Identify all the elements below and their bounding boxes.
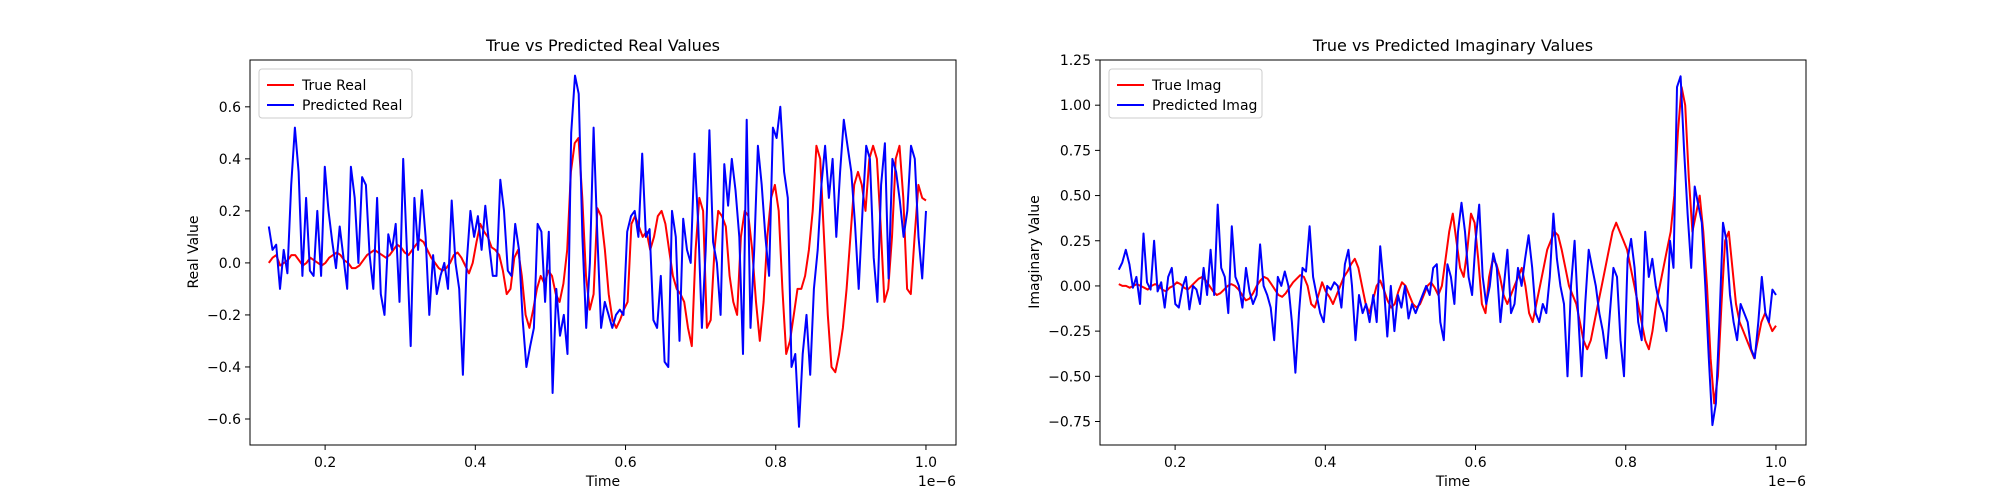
series-line-imag-predicted	[1117, 75, 1777, 427]
y-tick-label: 0.4	[219, 152, 241, 168]
y-tick-label: 0.0	[219, 256, 241, 272]
x-tick-label: 0.6	[614, 455, 636, 471]
legend-imag-pred-label: Predicted Imag	[1152, 98, 1257, 114]
chart-imag: True vs Predicted Imaginary Values 0.2 0.…	[1027, 36, 1807, 490]
chart-imag-x-offset: 1e−6	[1768, 474, 1806, 490]
chart-real: True vs Predicted Real Values 0.2 0.4 0.6 0…	[186, 36, 957, 490]
y-tick-label: −0.50	[1048, 369, 1091, 385]
y-tick-label: 0.50	[1060, 189, 1091, 205]
chart-real-xlabel: Time	[585, 474, 620, 490]
x-tick-label: 0.4	[464, 455, 486, 471]
y-tick-label: −0.75	[1048, 415, 1091, 431]
chart-real-plot-area: 0.2 0.4 0.6 0.8 1.0 −0.6 −0.4 −0.2 0.0 0.2 0.4 0.6…	[207, 59, 957, 471]
chart-imag-frame	[1099, 59, 1807, 446]
x-tick-label: 0.8	[1615, 455, 1637, 471]
series-line-imag-true	[1118, 86, 1777, 405]
x-tick-label: 0.2	[1164, 455, 1186, 471]
x-tick-label: 1.0	[915, 455, 937, 471]
chart-real-x-ticks: 0.2 0.4 0.6 0.8 1.0	[314, 445, 937, 471]
y-tick-label: 0.00	[1060, 279, 1091, 295]
chart-imag-legend-box	[1108, 68, 1263, 119]
x-tick-label: 0.6	[1464, 455, 1486, 471]
chart-real-ylabel: Real Value	[186, 215, 202, 288]
chart-real-title: True vs Predicted Real Values	[485, 36, 720, 55]
chart-imag-y-ticks: −0.75 −0.50 −0.25 0.00 0.25 0.50 0.75 1.00 1.25	[1048, 53, 1100, 431]
x-tick-label: 0.2	[314, 455, 336, 471]
chart-imag-xlabel: Time	[1435, 474, 1470, 490]
y-tick-label: 1.25	[1060, 53, 1091, 69]
chart-real-legend-box	[258, 68, 413, 119]
series-line-real-predicted	[267, 74, 927, 428]
chart-imag-plot-area: 0.2 0.4 0.6 0.8 1.0 −0.75 −0.50 −0.25 0.00 0.25 0…	[1048, 53, 1807, 471]
chart-real-y-ticks: −0.6 −0.4 −0.2 0.0 0.2 0.4 0.6	[207, 100, 250, 428]
y-tick-label: 0.75	[1060, 143, 1091, 159]
x-tick-label: 0.4	[1314, 455, 1336, 471]
chart-real-frame	[249, 59, 957, 446]
x-tick-label: 0.8	[765, 455, 787, 471]
chart-real-legend: True Real Predicted Real	[258, 68, 413, 119]
y-tick-label: −0.6	[207, 412, 241, 428]
chart-imag-ylabel: Imaginary Value	[1027, 195, 1043, 309]
legend-real-true-label: True Real	[301, 78, 366, 94]
y-tick-label: 0.2	[219, 204, 241, 220]
chart-imag-x-ticks: 0.2 0.4 0.6 0.8 1.0	[1164, 445, 1787, 471]
x-tick-label: 1.0	[1765, 455, 1787, 471]
y-tick-label: −0.25	[1048, 324, 1091, 340]
y-tick-label: 0.25	[1060, 234, 1091, 250]
legend-real-pred-label: Predicted Real	[302, 98, 402, 114]
y-tick-label: −0.4	[207, 360, 241, 376]
chart-real-x-offset: 1e−6	[918, 474, 956, 490]
chart-imag-legend: True Imag Predicted Imag	[1108, 68, 1263, 119]
y-tick-label: 1.00	[1060, 98, 1091, 114]
chart-imag-series	[1117, 75, 1777, 427]
chart-real-series	[267, 74, 927, 428]
legend-imag-true-label: True Imag	[1151, 78, 1221, 94]
y-tick-label: −0.2	[207, 308, 241, 324]
chart-imag-title: True vs Predicted Imaginary Values	[1312, 36, 1593, 55]
y-tick-label: 0.6	[219, 100, 241, 116]
